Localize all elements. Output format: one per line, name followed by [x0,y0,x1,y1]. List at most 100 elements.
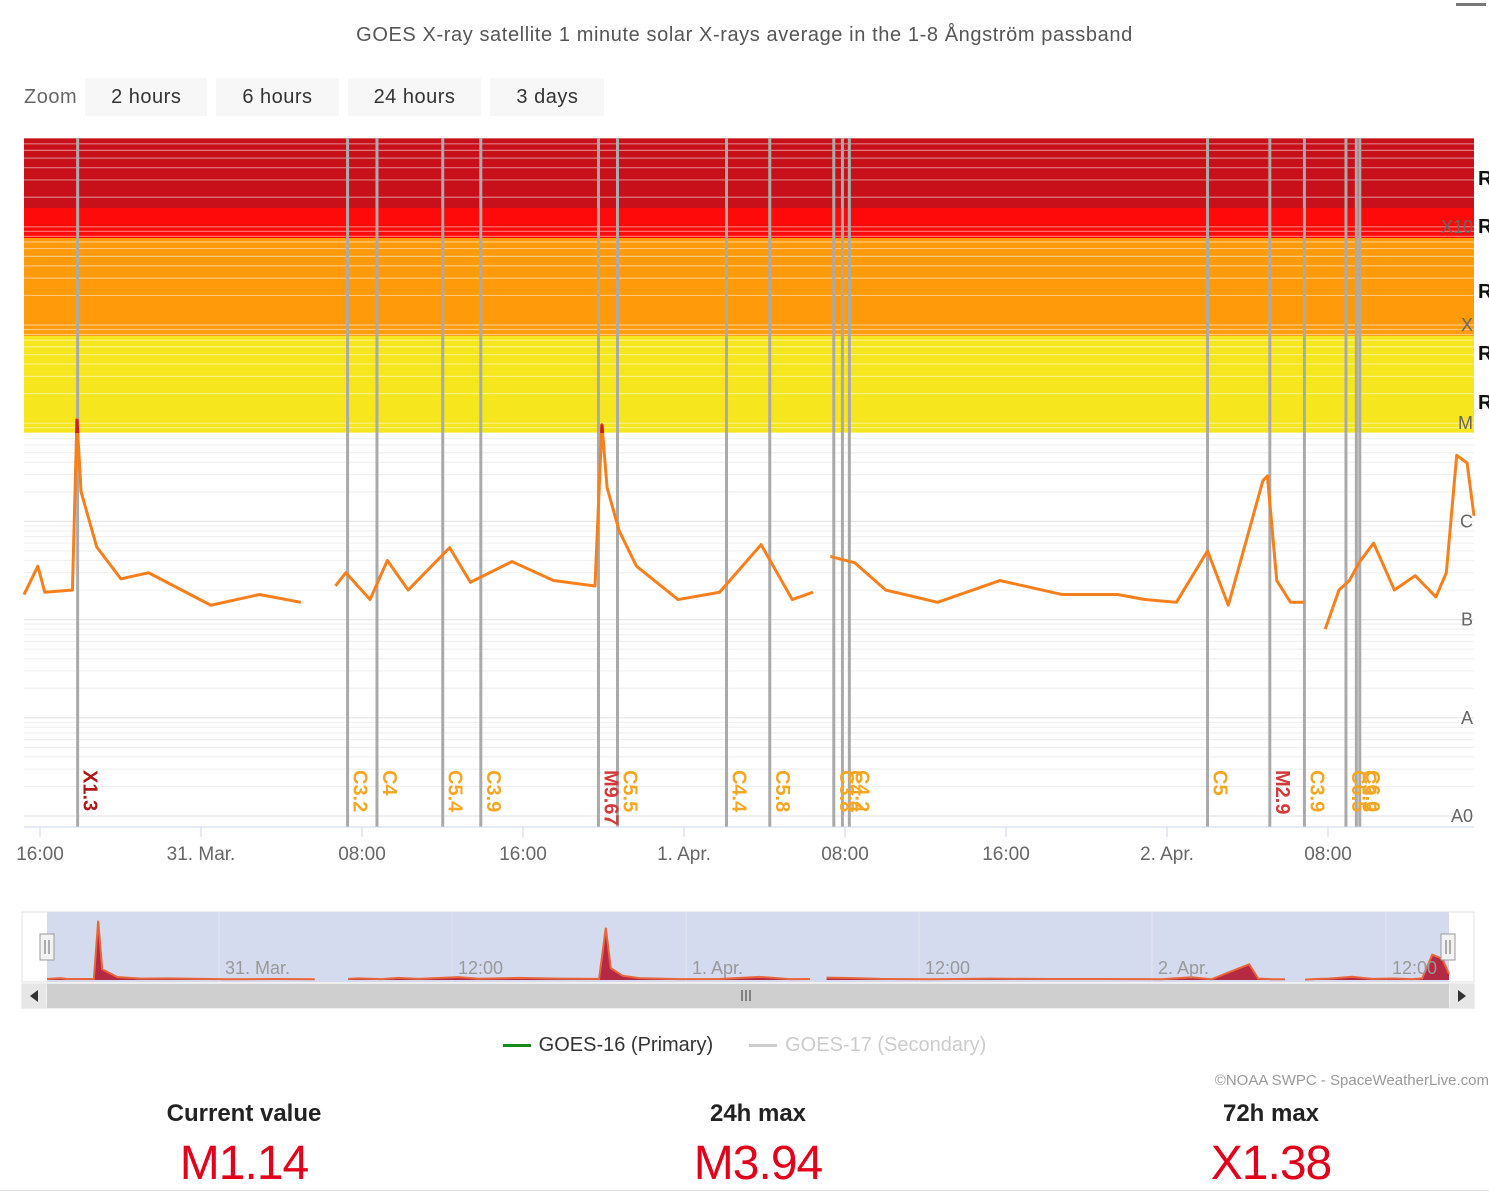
flare-label: C6.5 [1347,770,1369,812]
navigator-ticks: 31. Mar. 12:00 1. Apr. 12:00 2. Apr. 12:00 [225,958,1437,978]
flare-label: C6.0 [1361,770,1383,812]
navigator-tick-label: 12:00 [458,958,503,978]
navigator-area [826,964,1286,980]
zoom-24-hours-button[interactable]: 24 hours [347,78,482,116]
arrow-right-icon [1458,990,1466,1002]
navigator-line [348,927,810,981]
y-class-label: M [1458,413,1473,433]
x-axis-ticks: 16:00 31. Mar. 08:00 16:00 1. Apr. 08:00 16:00… [16,827,1352,865]
navigator-selection[interactable] [47,912,1449,982]
r-scale-label: R [1478,216,1489,238]
flare-label: C4.2 [850,770,872,812]
navigator-tick-label: 12:00 [1392,958,1437,978]
legend: GOES-16 (Primary) GOES-17 (Secondary) [0,1034,1489,1057]
r-scale-bands [24,138,1474,827]
stat-24h-max: 24h max M3.94 [548,1100,968,1191]
flare-label: M9.67 [599,770,621,826]
arrow-left-icon [30,990,38,1002]
band-r3 [24,238,1474,336]
x-tick-label: 08:00 [1304,844,1352,865]
flare-label: C3.2 [349,770,371,812]
context-menu-icon[interactable] [1456,0,1486,8]
x-tick-label: 2. Apr. [1140,844,1194,865]
stat-72h-max: 72h max X1.38 [1061,1100,1481,1191]
flux-line [829,474,1305,607]
navigator-line [1305,953,1450,981]
legend-swatch-goes16 [502,1044,531,1047]
legend-label-goes17: GOES-17 (Secondary) [785,1034,987,1056]
flux-series [22,417,1476,630]
navigator-tick-label: 12:00 [925,958,970,978]
navigator-line [46,920,315,981]
flare-label: C4.4 [843,770,865,813]
x-tick-label: 08:00 [338,844,386,865]
flare-label: C3.9 [1305,770,1327,812]
legend-label-goes16: GOES-16 (Primary) [538,1034,714,1056]
navigator-tick-label: 31. Mar. [225,958,290,978]
flare-label: C5.5 [618,770,640,812]
gridlines [24,137,1474,817]
flux-line [334,422,814,602]
r-scale-labels: R R R R R [1478,168,1489,414]
navigator-right-handle[interactable] [1440,933,1456,961]
scrollbar-grip-icon [741,990,751,1001]
x-tick-label: 31. Mar. [167,844,236,865]
scrollbar-thumb[interactable] [47,984,1449,1008]
r-scale-label: R [1478,281,1489,303]
band-r5 [24,138,1474,208]
band-r1-r2 [24,336,1474,433]
flare-label: C3.9 [482,770,504,812]
zoom-label: Zoom [24,85,78,108]
flare-label: C3.8 [835,770,857,812]
navigator-area [1305,954,1449,980]
stat-current: Current value M1.14 [34,1100,454,1191]
x-tick-label: 16:00 [16,844,64,865]
navigator-left-handle[interactable] [39,933,55,961]
zoom-bar: Zoom 2 hours 6 hours 24 hours 3 days [24,78,613,116]
flare-label: C5.8 [771,770,793,812]
flare-label: C4.4 [728,770,750,813]
y-class-label: A0 [1451,806,1473,826]
r-scale-label: R [1478,343,1489,365]
x-tick-label: 08:00 [821,844,869,865]
zoom-3-days-button[interactable]: 3 days [490,78,605,116]
flux-line [1323,453,1476,630]
band-r4 [24,208,1474,238]
flare-label: C3.3 [1357,770,1379,812]
zoom-2-hours-button[interactable]: 2 hours [85,78,208,116]
zoom-6-hours-button[interactable]: 6 hours [216,78,339,116]
legend-item-goes16[interactable]: GOES-16 (Primary) [502,1034,714,1057]
y-class-label: X10 [1441,217,1473,237]
stat-current-value: M1.14 [179,1137,309,1190]
navigator-series [46,920,1450,981]
x-tick-label: 16:00 [982,844,1030,865]
stat-24h-max-label: 24h max [709,1100,807,1127]
flux-line [22,417,302,607]
credits[interactable]: ©NOAA SWPC - SpaceWeatherLive.com [1214,1072,1489,1089]
flare-label: C4 [378,770,400,796]
legend-swatch-goes17 [749,1044,778,1047]
chart-title: GOES X-ray satellite 1 minute solar X-ra… [356,24,1133,46]
flare-label: C5 [1209,770,1231,796]
r-scale-label: R [1478,392,1489,414]
flare-label: M2.9 [1271,770,1293,814]
navigator-line [826,963,1286,981]
navigator-tick-label: 2. Apr. [1158,958,1209,978]
y-class-label: B [1461,610,1473,630]
flare-label: C5.4 [444,770,466,813]
bottom-divider [0,1190,1489,1191]
y-class-label: A [1461,708,1473,728]
navigator-tick-label: 1. Apr. [692,958,743,978]
y-class-label: C [1460,511,1473,531]
navigator-gridlines [218,912,1387,982]
stat-72h-max-value: X1.38 [1210,1137,1332,1190]
stat-72h-max-label: 72h max [1222,1100,1320,1127]
stat-24h-max-value: M3.94 [693,1137,823,1190]
stat-current-label: Current value [166,1100,322,1127]
navigator[interactable]: 31. Mar. 12:00 1. Apr. 12:00 2. Apr. 12:00 [0,910,1489,1010]
flare-event-lines [76,138,1362,827]
y-axis-class-labels: A0 A B C M X X10 [1441,217,1473,826]
legend-item-goes17[interactable]: GOES-17 (Secondary) [749,1034,986,1057]
